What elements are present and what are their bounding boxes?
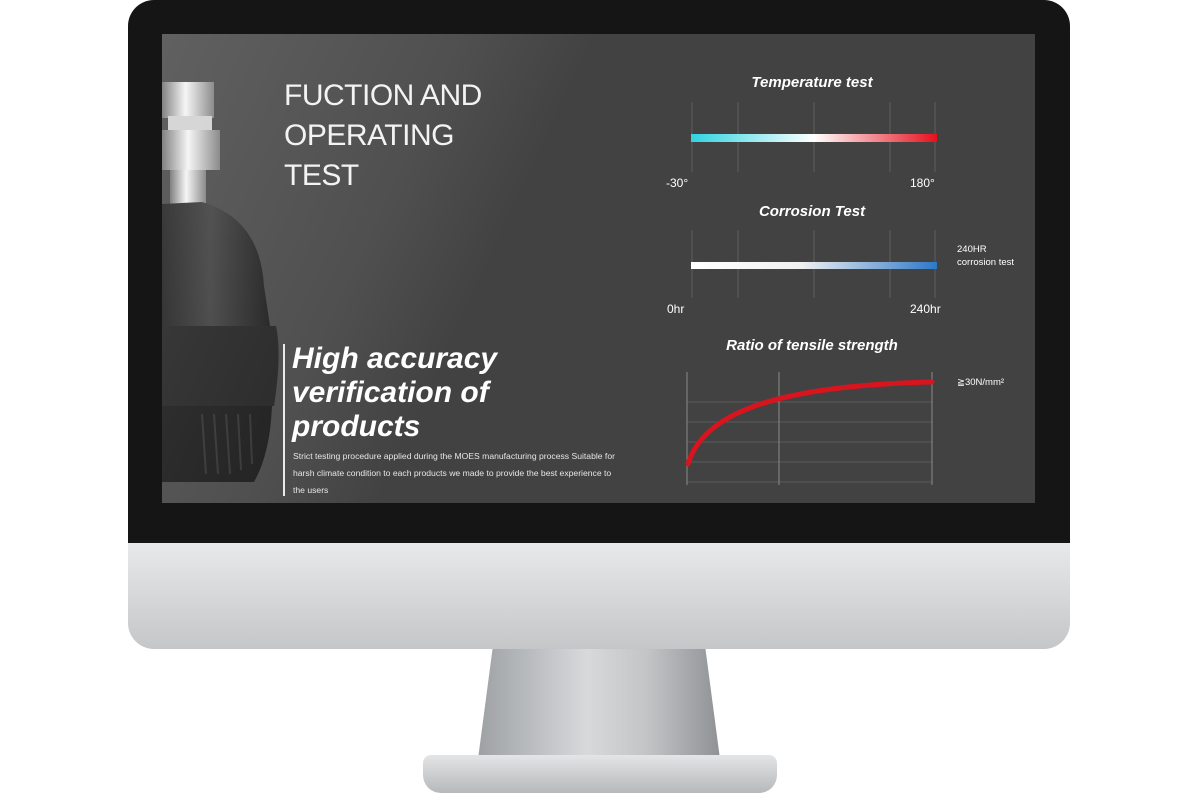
- tensile-grid: [687, 401, 932, 483]
- tensile-chart: [685, 372, 935, 485]
- page-title-line-3: TEST: [284, 159, 359, 192]
- ball-joint-product-image: [162, 82, 279, 482]
- temperature-min-label: -30°: [666, 176, 689, 190]
- temperature-range-bar: [691, 134, 937, 142]
- tensile-strength-curve: [685, 379, 935, 467]
- headline-line-1: High accuracy: [292, 342, 498, 375]
- tensile-axes: [686, 372, 933, 485]
- temperature-chart-title: Temperature test: [751, 74, 873, 91]
- corrosion-chart-title: Corrosion Test: [758, 203, 866, 220]
- corrosion-annotation-line-1: 240HR: [957, 244, 987, 255]
- page-title: FUCTION AND OPERATING TEST: [284, 76, 544, 196]
- tensile-chart-title: Ratio of tensile strength: [726, 337, 898, 354]
- monitor-screen: FUCTION AND OPERATING TEST High accuracy…: [162, 34, 1035, 503]
- monitor-chin: [128, 543, 1070, 649]
- temperature-chart: [691, 102, 937, 172]
- monitor-stand-foot: [423, 755, 777, 793]
- corrosion-annotation-line-2: corrosion test: [957, 257, 1015, 268]
- body-copy: Strict testing procedure applied during …: [293, 451, 615, 495]
- tensile-annotation: ≧30N/mm²: [957, 377, 1005, 388]
- monitor-stand-neck: [478, 649, 720, 759]
- headline-line-3: products: [292, 410, 421, 443]
- page-title-line-2: OPERATING: [284, 119, 454, 152]
- corrosion-max-label: 240hr: [910, 302, 941, 316]
- temperature-max-label: 180°: [910, 176, 935, 190]
- headline: High accuracy verification of products: [292, 342, 622, 444]
- corrosion-annotation: 240HR corrosion test: [957, 243, 1014, 269]
- page-title-line-1: FUCTION AND: [284, 79, 482, 112]
- headline-accent-bar: [283, 344, 285, 496]
- corrosion-range-bar: [691, 262, 937, 269]
- corrosion-chart: [691, 230, 937, 298]
- corrosion-min-label: 0hr: [667, 302, 685, 316]
- headline-line-2: verification of: [292, 376, 489, 409]
